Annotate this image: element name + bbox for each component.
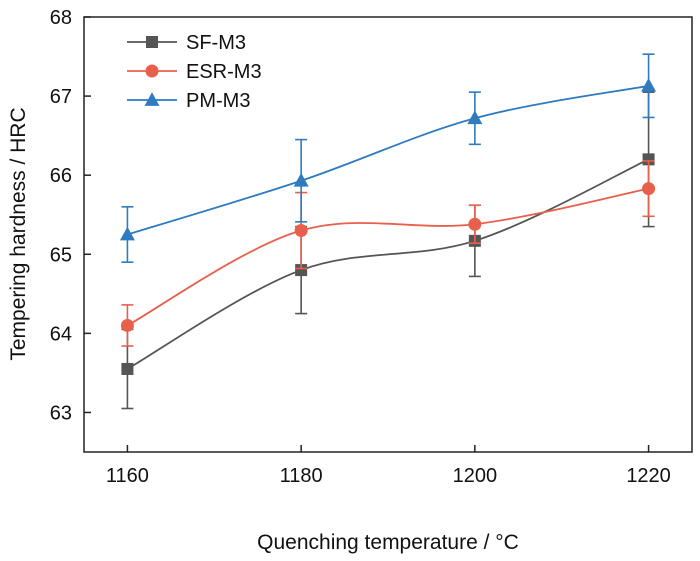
legend-label: PM-M3 [186,90,250,112]
x-tick-label: 1160 [106,465,149,487]
legend-marker [146,36,158,48]
plot-frame [83,16,693,453]
y-tick-label: 65 [50,244,72,266]
series-layer [119,53,657,410]
y-axis-ticks: 63 64 65 66 67 68 [50,7,91,424]
legend-entry: SF-M3 [127,32,246,54]
series-line [127,84,649,236]
x-axis-title: Quenching temperature / °C [257,531,519,554]
data-point [120,318,134,332]
data-point [294,224,308,238]
data-point [642,182,656,196]
data-point [295,264,308,277]
y-tick-label: 67 [50,86,72,108]
legend: SF-M3 ESR-M3 PM-M3 [127,32,262,112]
data-point [119,226,135,241]
data-point [467,110,483,125]
x-axis-ticks: 1160 1180 1200 1220 [106,445,671,487]
x-tick-label: 1200 [453,465,498,487]
series-line [126,187,649,327]
series-esr-m3 [120,160,656,347]
x-tick-label: 1220 [626,465,671,487]
data-point [641,78,657,92]
legend-entry: PM-M3 [127,90,250,112]
legend-marker [144,92,160,106]
legend-label: ESR-M3 [186,61,262,83]
y-tick-label: 66 [50,165,72,187]
y-tick-label: 63 [50,402,72,424]
series-line [126,158,649,370]
y-tick-label: 68 [50,7,72,29]
legend-entry: ESR-M3 [127,61,262,83]
x-tick-label: 1180 [280,465,323,487]
legend-label: SF-M3 [186,32,246,54]
series-pm-m3 [119,53,657,263]
data-point [468,217,482,231]
legend-marker [145,64,159,78]
data-point [642,153,655,166]
y-tick-label: 64 [50,323,72,345]
series-sf-m3 [121,91,655,410]
data-point [293,172,309,187]
y-axis-title: Tempering hardness / HRC [7,107,30,360]
data-point [121,362,134,375]
